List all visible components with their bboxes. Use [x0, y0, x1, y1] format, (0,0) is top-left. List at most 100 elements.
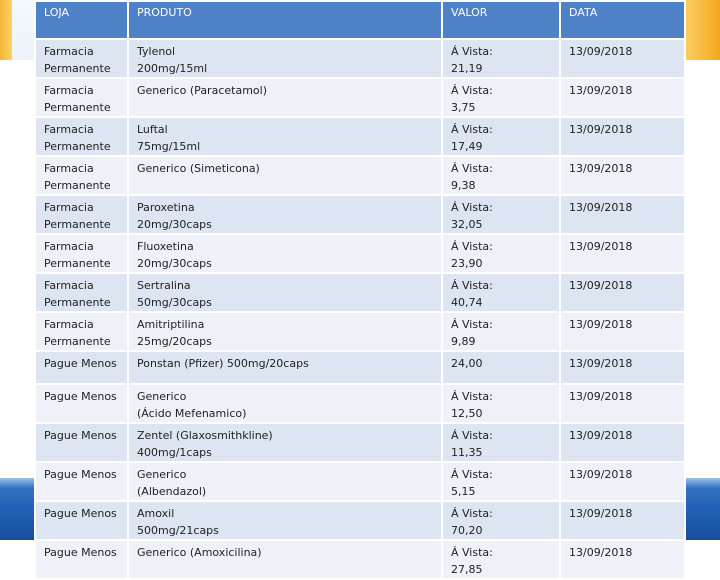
cell-line: 75mg/15ml — [137, 139, 201, 153]
cell-line: Sertralina — [137, 279, 191, 292]
cell-line: 13/09/2018 — [569, 279, 633, 292]
cell-line: (Albendazol) — [137, 484, 207, 498]
cell-line: Á Vista: — [451, 390, 493, 403]
cell-loja: Pague Menos — [34, 350, 129, 385]
cell-line: Á Vista: — [451, 318, 493, 331]
cell-line: 13/09/2018 — [569, 240, 633, 253]
cell-loja: Farmacia Permanente — [34, 116, 129, 157]
cell-line: 20mg/30caps — [137, 217, 212, 231]
cell-produto: Amitriptilina 25mg/20caps — [127, 311, 443, 352]
cell-valor: Á Vista: 32,05 — [441, 194, 561, 235]
column-header-produto: PRODUTO — [127, 0, 443, 40]
cell-line: Pague Menos — [44, 468, 117, 481]
cell-loja: Pague Menos — [34, 461, 129, 502]
table-row: Farmacia Permanente Generico (Paracetamol)… — [34, 77, 686, 118]
cell-line: Farmacia — [44, 279, 94, 292]
cell-line: Farmacia — [44, 240, 94, 253]
cell-data: 13/09/2018 — [559, 77, 686, 118]
table-row: Farmacia Permanente Fluoxetina 20mg/30caps Á… — [34, 233, 686, 274]
left-accent-stripe — [0, 0, 12, 60]
cell-line: 21,19 — [451, 61, 483, 75]
cell-line: 9,89 — [451, 334, 476, 348]
cell-line: 70,20 — [451, 523, 483, 537]
cell-line: Generico (Paracetamol) — [137, 84, 267, 97]
cell-loja: Pague Menos — [34, 422, 129, 463]
cell-line: Á Vista: — [451, 429, 493, 442]
cell-produto: Zentel (Glaxosmithkline) 400mg/1caps — [127, 422, 443, 463]
cell-line: Permanente — [44, 217, 111, 231]
table-row: Pague Menos Zentel (Glaxosmithkline) 400mg… — [34, 422, 686, 463]
cell-line: Pague Menos — [44, 429, 117, 442]
cell-line: 5,15 — [451, 484, 476, 498]
cell-line: 13/09/2018 — [569, 357, 633, 370]
cell-valor: Á Vista: 27,85 — [441, 539, 561, 580]
cell-line: 13/09/2018 — [569, 162, 633, 175]
table-row: Farmacia Permanente Generico (Simeticona) Á… — [34, 155, 686, 196]
cell-loja: Farmacia Permanente — [34, 272, 129, 313]
cell-line: Permanente — [44, 295, 111, 309]
cell-loja: Farmacia Permanente — [34, 311, 129, 352]
cell-produto: Generico (Ácido Mefenamico) — [127, 383, 443, 424]
cell-line: 23,90 — [451, 256, 483, 270]
cell-line: Ponstan (Pfizer) 500mg/20caps — [137, 357, 309, 370]
cell-line: 500mg/21caps — [137, 523, 219, 537]
cell-produto: Ponstan (Pfizer) 500mg/20caps — [127, 350, 443, 385]
table-row: Pague Menos Generico (Amoxicilina) Á Vista… — [34, 539, 686, 580]
cell-data: 13/09/2018 — [559, 383, 686, 424]
cell-data: 13/09/2018 — [559, 461, 686, 502]
cell-line: 13/09/2018 — [569, 429, 633, 442]
cell-line: Amitriptilina — [137, 318, 205, 331]
cell-line: 13/09/2018 — [569, 84, 633, 97]
table-row: Pague Menos Amoxil 500mg/21caps Á Vista: 70… — [34, 500, 686, 541]
cell-line: 12,50 — [451, 406, 483, 420]
cell-line: Á Vista: — [451, 546, 493, 559]
cell-line: Permanente — [44, 334, 111, 348]
table-row: Farmacia Permanente Luftal 75mg/15ml Á Vista… — [34, 116, 686, 157]
cell-line: 13/09/2018 — [569, 546, 633, 559]
cell-line: Farmacia — [44, 318, 94, 331]
cell-data: 13/09/2018 — [559, 116, 686, 157]
cell-loja: Farmacia Permanente — [34, 77, 129, 118]
cell-loja: Pague Menos — [34, 539, 129, 580]
cell-line: Farmacia — [44, 84, 94, 97]
table-row: Pague Menos Ponstan (Pfizer) 500mg/20caps… — [34, 350, 686, 385]
cell-line: Permanente — [44, 178, 111, 192]
cell-valor: Á Vista: 12,50 — [441, 383, 561, 424]
cell-line: 13/09/2018 — [569, 507, 633, 520]
cell-line: 27,85 — [451, 562, 483, 576]
cell-line: Á Vista: — [451, 162, 493, 175]
cell-line: Generico — [137, 390, 187, 403]
cell-line: Permanente — [44, 256, 111, 270]
cell-line: 13/09/2018 — [569, 318, 633, 331]
cell-data: 13/09/2018 — [559, 233, 686, 274]
cell-valor: Á Vista: 23,90 — [441, 233, 561, 274]
cell-produto: Amoxil 500mg/21caps — [127, 500, 443, 541]
cell-line: Permanente — [44, 139, 111, 153]
cell-line: 13/09/2018 — [569, 123, 633, 136]
cell-line: Fluoxetina — [137, 240, 194, 253]
column-header-loja: LOJA — [34, 0, 129, 40]
cell-line: Paroxetina — [137, 201, 195, 214]
cell-valor: Á Vista: 40,74 — [441, 272, 561, 313]
table-header-row: LOJA PRODUTO VALOR DATA — [34, 0, 686, 40]
cell-line: 13/09/2018 — [569, 468, 633, 481]
cell-line: 17,49 — [451, 139, 483, 153]
cell-line: 20mg/30caps — [137, 256, 212, 270]
cell-line: Á Vista: — [451, 84, 493, 97]
right-accent-stripe — [682, 0, 720, 60]
cell-line: 3,75 — [451, 100, 476, 114]
cell-data: 13/09/2018 — [559, 500, 686, 541]
cell-valor: Á Vista: 5,15 — [441, 461, 561, 502]
cell-valor: Á Vista: 9,89 — [441, 311, 561, 352]
cell-valor: Á Vista: 9,38 — [441, 155, 561, 196]
cell-produto: Fluoxetina 20mg/30caps — [127, 233, 443, 274]
cell-line: Zentel (Glaxosmithkline) — [137, 429, 273, 442]
cell-data: 13/09/2018 — [559, 38, 686, 79]
cell-data: 13/09/2018 — [559, 194, 686, 235]
column-header-valor: VALOR — [441, 0, 561, 40]
table-row: Farmacia Permanente Tylenol 200mg/15ml Á Vis… — [34, 38, 686, 79]
price-table: LOJA PRODUTO VALOR DATA Farmacia Permanen… — [34, 0, 686, 580]
cell-line: Á Vista: — [451, 201, 493, 214]
cell-line: Tylenol — [137, 45, 176, 58]
cell-line: Pague Menos — [44, 546, 117, 559]
